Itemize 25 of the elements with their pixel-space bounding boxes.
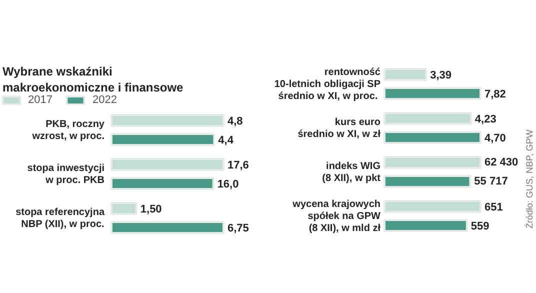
data-label: 62 430 [484, 156, 518, 168]
data-label: 4,23 [474, 114, 496, 126]
data-label: 7,82 [484, 88, 506, 100]
text: Źródło: GUS, NBP, GPW [524, 129, 534, 228]
y-tick-label: wycena krajowych spółek na GPW (8 XII), w mld zł [292, 198, 382, 234]
data-label: 4,70 [484, 132, 506, 144]
data-label: 559 [470, 220, 490, 232]
data-label: 17,6 [228, 160, 249, 172]
data-label: 4,8 [228, 116, 243, 128]
data-label: 55 717 [474, 176, 508, 188]
legend-label: 2022 [92, 94, 117, 106]
chart-title: Wybrane wskaźniki makroekonomiczne i finansowe [2, 64, 184, 95]
data-label: 4,4 [218, 134, 234, 146]
y-tick-label: PKB, roczny wzrost, w proc. [31, 118, 105, 142]
data-label: 16,0 [217, 178, 239, 190]
data-label: 6,75 [228, 222, 249, 234]
data-label: 651 [484, 202, 503, 214]
data-label: 3,39 [430, 70, 452, 82]
data-label: 1,50 [140, 204, 162, 216]
y-tick-label: stopa inwestycji w proc. PKB [27, 162, 105, 186]
y-tick-label: indeks WIG (8 XII), w pkt [322, 160, 382, 184]
y-tick-label: stopa referencyjna NBP (XII), w proc. [16, 206, 105, 230]
y-tick-label: kurs euro średnio w XI, w zł [298, 116, 381, 140]
y-tick-label: rentowność 10-letnich obligacji SP średnio w XI, w proc. [274, 66, 381, 102]
legend-label: 2017 [28, 94, 52, 106]
